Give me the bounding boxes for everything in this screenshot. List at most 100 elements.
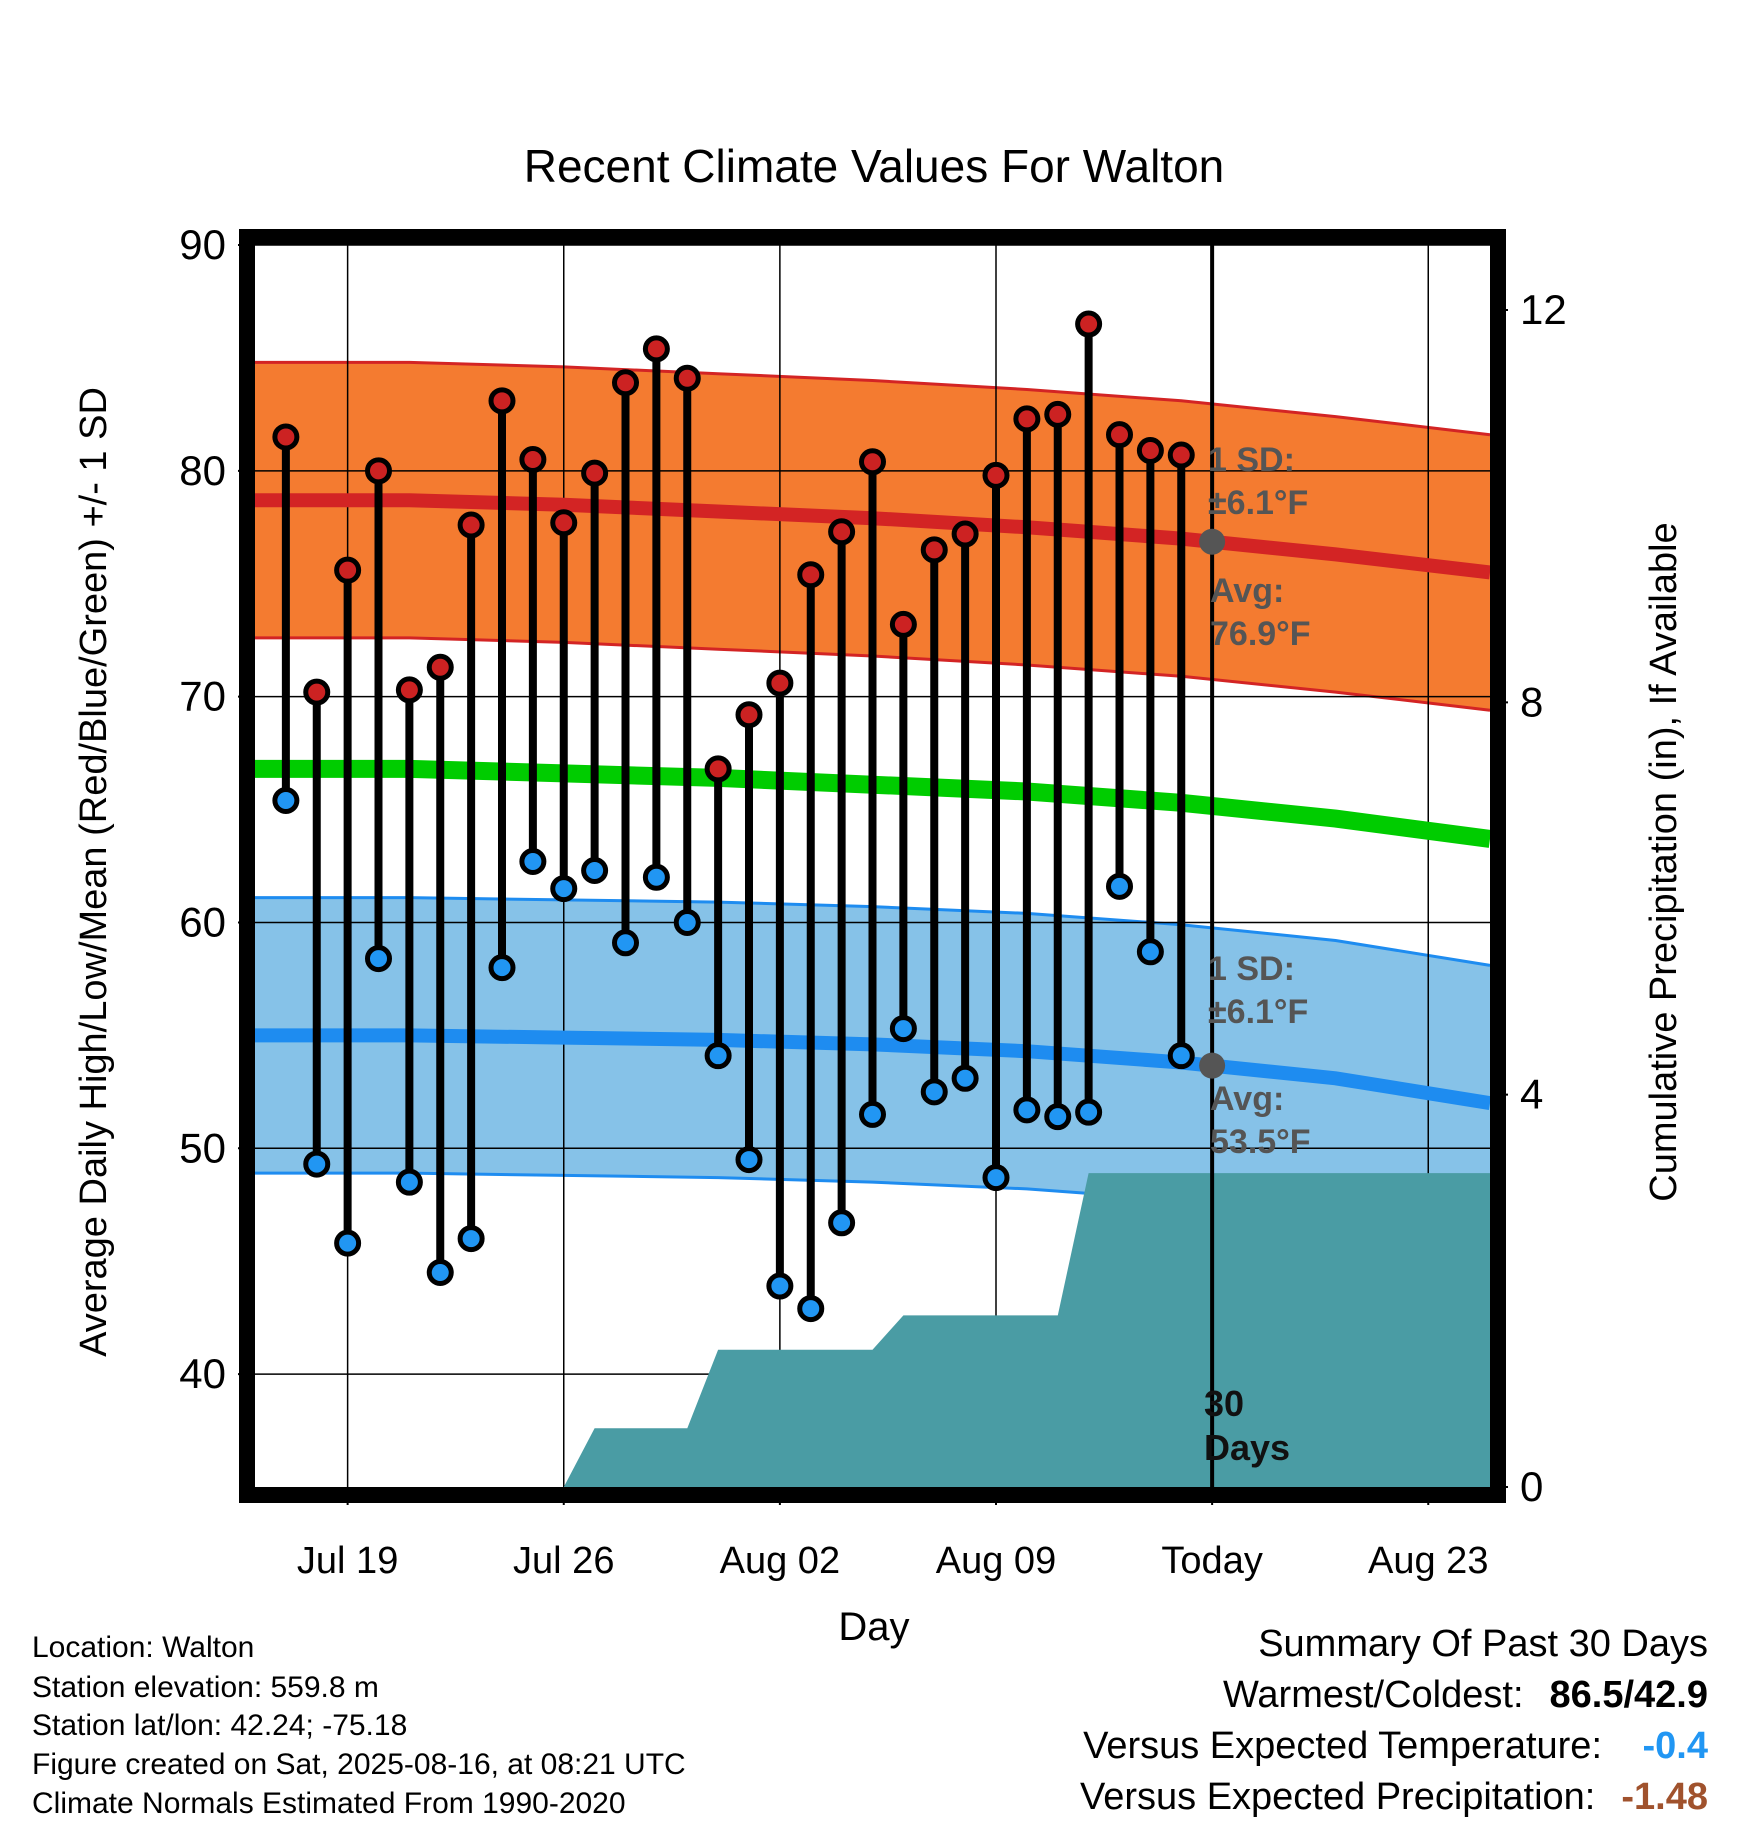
y-tick-label: 40 — [179, 1350, 226, 1397]
daily-high-marker — [488, 387, 516, 415]
y-tick-label: 60 — [179, 898, 226, 945]
summary-precip: Versus Expected Precipitation: -1.48 — [1080, 1777, 1708, 1817]
daily-high-marker — [519, 446, 547, 474]
summary-title: Summary Of Past 30 Days — [1258, 1623, 1708, 1665]
footer-latlon: Station lat/lon: 42.24; -75.18 — [32, 1709, 408, 1742]
daily-low-marker — [272, 787, 300, 815]
daily-high-marker — [395, 676, 423, 704]
daily-high-marker — [859, 448, 886, 476]
chart-text: 40 50 60 70 80 90 0 4 8 12 Jul 19 Jul 26 Aug 02 Aug 0… — [73, 140, 1685, 1649]
daily-high-marker — [457, 511, 485, 539]
y-tick-label: 90 — [179, 221, 226, 268]
footer-normals: Climate Normals Estimated From 1990-2020 — [32, 1787, 626, 1820]
x-tick-label: Jul 26 — [513, 1540, 614, 1582]
daily-low-marker — [642, 863, 670, 891]
daily-high-marker — [365, 457, 392, 485]
daily-low-marker — [797, 1295, 825, 1323]
daily-low-marker — [766, 1272, 794, 1300]
footer-location: Location: Walton — [32, 1631, 255, 1664]
axes — [238, 244, 1508, 1505]
y2-tick-label: 0 — [1520, 1463, 1543, 1510]
high-sd-label: 1 SD: — [1208, 441, 1295, 479]
precip-cumulative-area — [563, 1173, 1490, 1487]
y2-tick-label: 12 — [1520, 286, 1567, 333]
today-high-normal-dot — [1199, 528, 1226, 555]
x-tick-label: Today — [1161, 1540, 1262, 1582]
y2-tick-label: 8 — [1520, 678, 1543, 725]
daily-low-marker — [1044, 1103, 1072, 1131]
x-tick-label: Aug 02 — [720, 1540, 840, 1582]
daily-high-marker — [982, 461, 1010, 489]
y-tick-label: 70 — [179, 673, 226, 720]
daily-markers — [272, 310, 1226, 1323]
daily-low-marker — [951, 1064, 979, 1092]
daily-low-marker — [828, 1209, 856, 1237]
daily-low-marker — [488, 954, 516, 982]
daily-high-marker — [303, 678, 331, 706]
daily-low-marker — [365, 945, 392, 973]
daily-high-marker — [920, 536, 948, 564]
daily-high-marker — [334, 556, 362, 584]
daily-high-marker — [581, 459, 609, 487]
daily-high-marker — [828, 518, 856, 546]
daily-low-marker — [519, 847, 547, 875]
daily-low-marker — [1136, 938, 1164, 966]
y-tick-label: 50 — [179, 1124, 226, 1171]
daily-high-marker — [673, 364, 701, 392]
daily-high-marker — [1106, 421, 1133, 449]
low-avg-label: Avg: — [1210, 1080, 1284, 1118]
daily-high-marker — [797, 561, 825, 589]
summary-temp: Versus Expected Temperature: -0.4 — [1083, 1726, 1708, 1766]
daily-low-marker — [303, 1150, 331, 1178]
x-tick-label: Aug 09 — [936, 1540, 1056, 1582]
daily-low-marker — [1167, 1042, 1195, 1070]
y2-axis-label: Cumulative Precipitation (in), If Availa… — [1643, 522, 1685, 1201]
daily-low-marker — [735, 1146, 763, 1174]
period-label-number: 30 — [1204, 1383, 1244, 1424]
daily-low-marker — [426, 1258, 454, 1286]
high-sd-band-upper-edge — [255, 360, 1491, 437]
daily-high-marker — [951, 520, 979, 548]
chart-title: Recent Climate Values For Walton — [524, 140, 1225, 192]
daily-low-marker — [550, 875, 578, 903]
period-label-days: Days — [1204, 1427, 1290, 1468]
daily-high-marker — [1044, 400, 1072, 428]
today-low-normal-dot — [1199, 1052, 1226, 1079]
daily-high-marker — [766, 669, 794, 697]
daily-low-marker — [1013, 1096, 1041, 1124]
summary-warm-cold: Warmest/Coldest: 86.5/42.9 — [1223, 1675, 1708, 1715]
daily-low-marker — [581, 857, 609, 885]
daily-high-marker — [1136, 436, 1164, 464]
daily-high-marker — [272, 423, 300, 451]
daily-low-marker — [859, 1100, 886, 1128]
daily-low-marker — [612, 929, 639, 957]
summary-warm-cold-label: Warmest/Coldest: — [1222, 1674, 1524, 1716]
low-sd-value: ±6.1°F — [1208, 993, 1308, 1031]
daily-high-marker — [642, 335, 670, 363]
summary-temp-value: -0.4 — [1642, 1725, 1708, 1767]
summary-warm-cold-value: 86.5/42.9 — [1549, 1674, 1708, 1716]
daily-low-marker — [1075, 1098, 1103, 1126]
daily-range-stems — [281, 324, 1186, 1309]
high-avg-label: Avg: — [1210, 572, 1284, 610]
daily-high-marker — [1013, 405, 1041, 433]
daily-low-marker — [982, 1164, 1010, 1192]
y-tick-label: 80 — [179, 447, 226, 494]
daily-high-marker — [735, 701, 763, 729]
daily-low-marker — [1106, 872, 1133, 900]
daily-low-marker — [673, 908, 701, 936]
daily-high-marker — [1167, 441, 1195, 469]
daily-low-marker — [334, 1229, 362, 1257]
low-avg-value: 53.5°F — [1210, 1123, 1311, 1161]
x-tick-label: Jul 19 — [297, 1540, 398, 1582]
y2-tick-label: 4 — [1520, 1071, 1543, 1118]
daily-high-marker — [704, 755, 732, 783]
daily-low-marker — [457, 1225, 485, 1253]
daily-low-marker — [395, 1168, 423, 1196]
daily-high-marker — [889, 610, 917, 638]
low-sd-label: 1 SD: — [1208, 950, 1295, 988]
daily-low-marker — [889, 1015, 917, 1043]
footer-elevation: Station elevation: 559.8 m — [32, 1671, 379, 1704]
precipitation-area — [563, 1173, 1490, 1487]
